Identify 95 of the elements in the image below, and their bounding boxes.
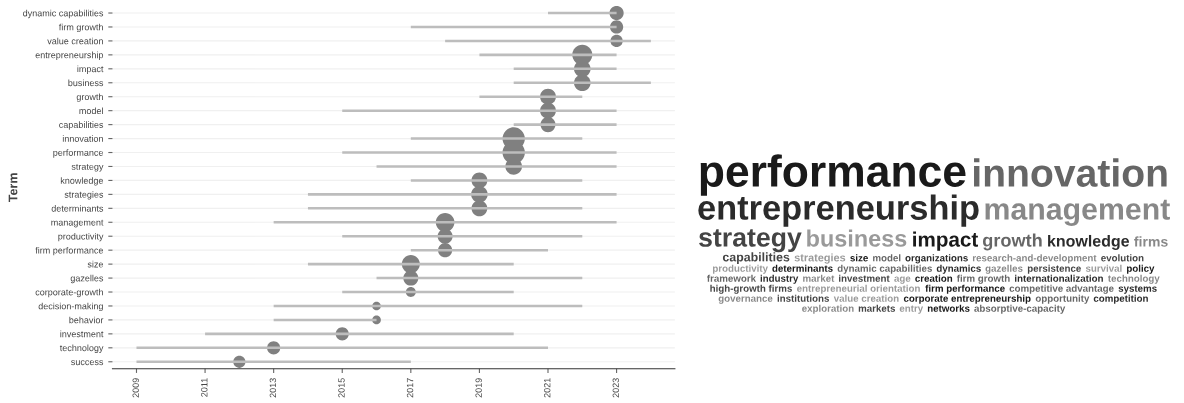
text: policy: [1127, 264, 1155, 274]
x-tick-label: 2015: [338, 378, 345, 398]
bar: [410, 137, 583, 140]
x-tick-label: 2009: [132, 378, 139, 398]
text: networks: [927, 304, 970, 312]
y-tick-label: dynamic capabilities: [23, 9, 104, 19]
y-tick-label: innovation: [62, 135, 103, 142]
bar: [410, 179, 583, 182]
x-tick-label: 2021: [544, 378, 551, 398]
text: exploration: [802, 304, 854, 314]
text: opportunity: [1035, 294, 1090, 304]
text: investment: [839, 274, 890, 282]
y-tick-label: corporate-growth: [35, 288, 103, 298]
y-tick-label: capabilities: [59, 121, 104, 130]
text: creation: [915, 274, 953, 282]
text: framework: [707, 274, 757, 282]
y-tick-label: management: [51, 219, 104, 228]
text: high-growth firms: [710, 284, 792, 294]
text: innovation: [974, 158, 1167, 187]
y-tick-label: size: [87, 260, 104, 268]
y-tick-label: gazelles: [70, 274, 104, 284]
text: productivity: [713, 264, 768, 274]
text: determinants: [772, 264, 833, 272]
bar: [479, 95, 583, 98]
text: competition: [1093, 294, 1148, 304]
text: industry: [760, 274, 799, 284]
bar: [307, 207, 583, 210]
bar: [307, 193, 617, 196]
text: firm growth: [956, 274, 1010, 284]
text: dynamics: [936, 264, 981, 274]
text: entrepreneurial orientation: [797, 284, 920, 294]
y-tick-label: firm performance: [35, 246, 104, 256]
y-tick-label: technology: [59, 344, 104, 353]
text: value creation: [833, 294, 899, 302]
text: size: [850, 254, 868, 262]
y-tick-label: strategy: [71, 163, 104, 172]
y-tick-label: success: [71, 360, 104, 366]
text: age: [894, 276, 911, 284]
text: business: [807, 229, 907, 247]
text: corporate entrepreneurship: [903, 294, 1031, 304]
y-tick-label: determinants: [51, 205, 104, 212]
text: knowledge: [1048, 234, 1130, 250]
text: entry: [899, 305, 924, 314]
text: strategies: [794, 253, 846, 264]
y-tick-label: knowledge: [60, 177, 104, 186]
text: market: [803, 274, 835, 282]
y-tick-label: entrepreneurship: [35, 51, 104, 61]
y-tick-label: model: [79, 107, 103, 115]
text: strategy: [699, 229, 802, 253]
text: internationalization: [1015, 274, 1103, 282]
text: competitive advantage: [1009, 284, 1114, 294]
text: growth: [982, 233, 1042, 251]
y-tick-label: firm growth: [58, 23, 103, 33]
y-tick-label: behavior: [69, 316, 104, 324]
text: dynamic capabilities: [837, 264, 932, 274]
text: impact: [913, 231, 979, 251]
text: markets: [858, 304, 896, 312]
y-axis-title: Term: [8, 173, 18, 203]
text: survival: [1085, 264, 1122, 272]
y-tick-label: investment: [60, 330, 104, 338]
bar: [376, 165, 617, 168]
bar: [513, 123, 617, 126]
text: persistence: [1027, 264, 1081, 274]
y-tick-label: impact: [77, 65, 104, 74]
y-tick-label: decision-making: [38, 302, 103, 312]
text: absorptive-capacity: [974, 304, 1066, 314]
x-tick-label: 2017: [406, 378, 414, 398]
text: technology: [1107, 274, 1160, 284]
text: organizations: [905, 254, 968, 264]
text: entrepreneurship: [698, 194, 979, 227]
bar: [342, 151, 617, 154]
text: performance: [700, 154, 966, 196]
y-tick-label: performance: [53, 149, 104, 158]
text: governance: [718, 296, 773, 304]
x-tick-label: 2013: [269, 378, 277, 398]
y-tick-label: productivity: [58, 232, 104, 242]
x-tick-label: 2019: [475, 378, 482, 398]
text: firms: [1134, 236, 1168, 247]
text: evolution: [1101, 254, 1144, 262]
y-tick-label: growth: [76, 93, 103, 102]
text: research-and-development: [972, 254, 1097, 264]
text: firm performance: [925, 284, 1005, 294]
x-tick-label: 2011: [201, 378, 208, 397]
x-tick-label: 2023: [612, 378, 620, 398]
text: model: [873, 254, 901, 262]
y-tick-label: strategies: [64, 191, 104, 200]
text: management: [985, 199, 1170, 226]
y-tick-label: value creation: [47, 37, 103, 45]
text: capabilities: [722, 252, 790, 264]
text: systems: [1118, 285, 1157, 294]
text: gazelles: [985, 264, 1023, 274]
y-tick-label: business: [68, 79, 104, 87]
text: institutions: [777, 294, 829, 302]
bar: [342, 109, 617, 112]
bar: [273, 221, 617, 224]
